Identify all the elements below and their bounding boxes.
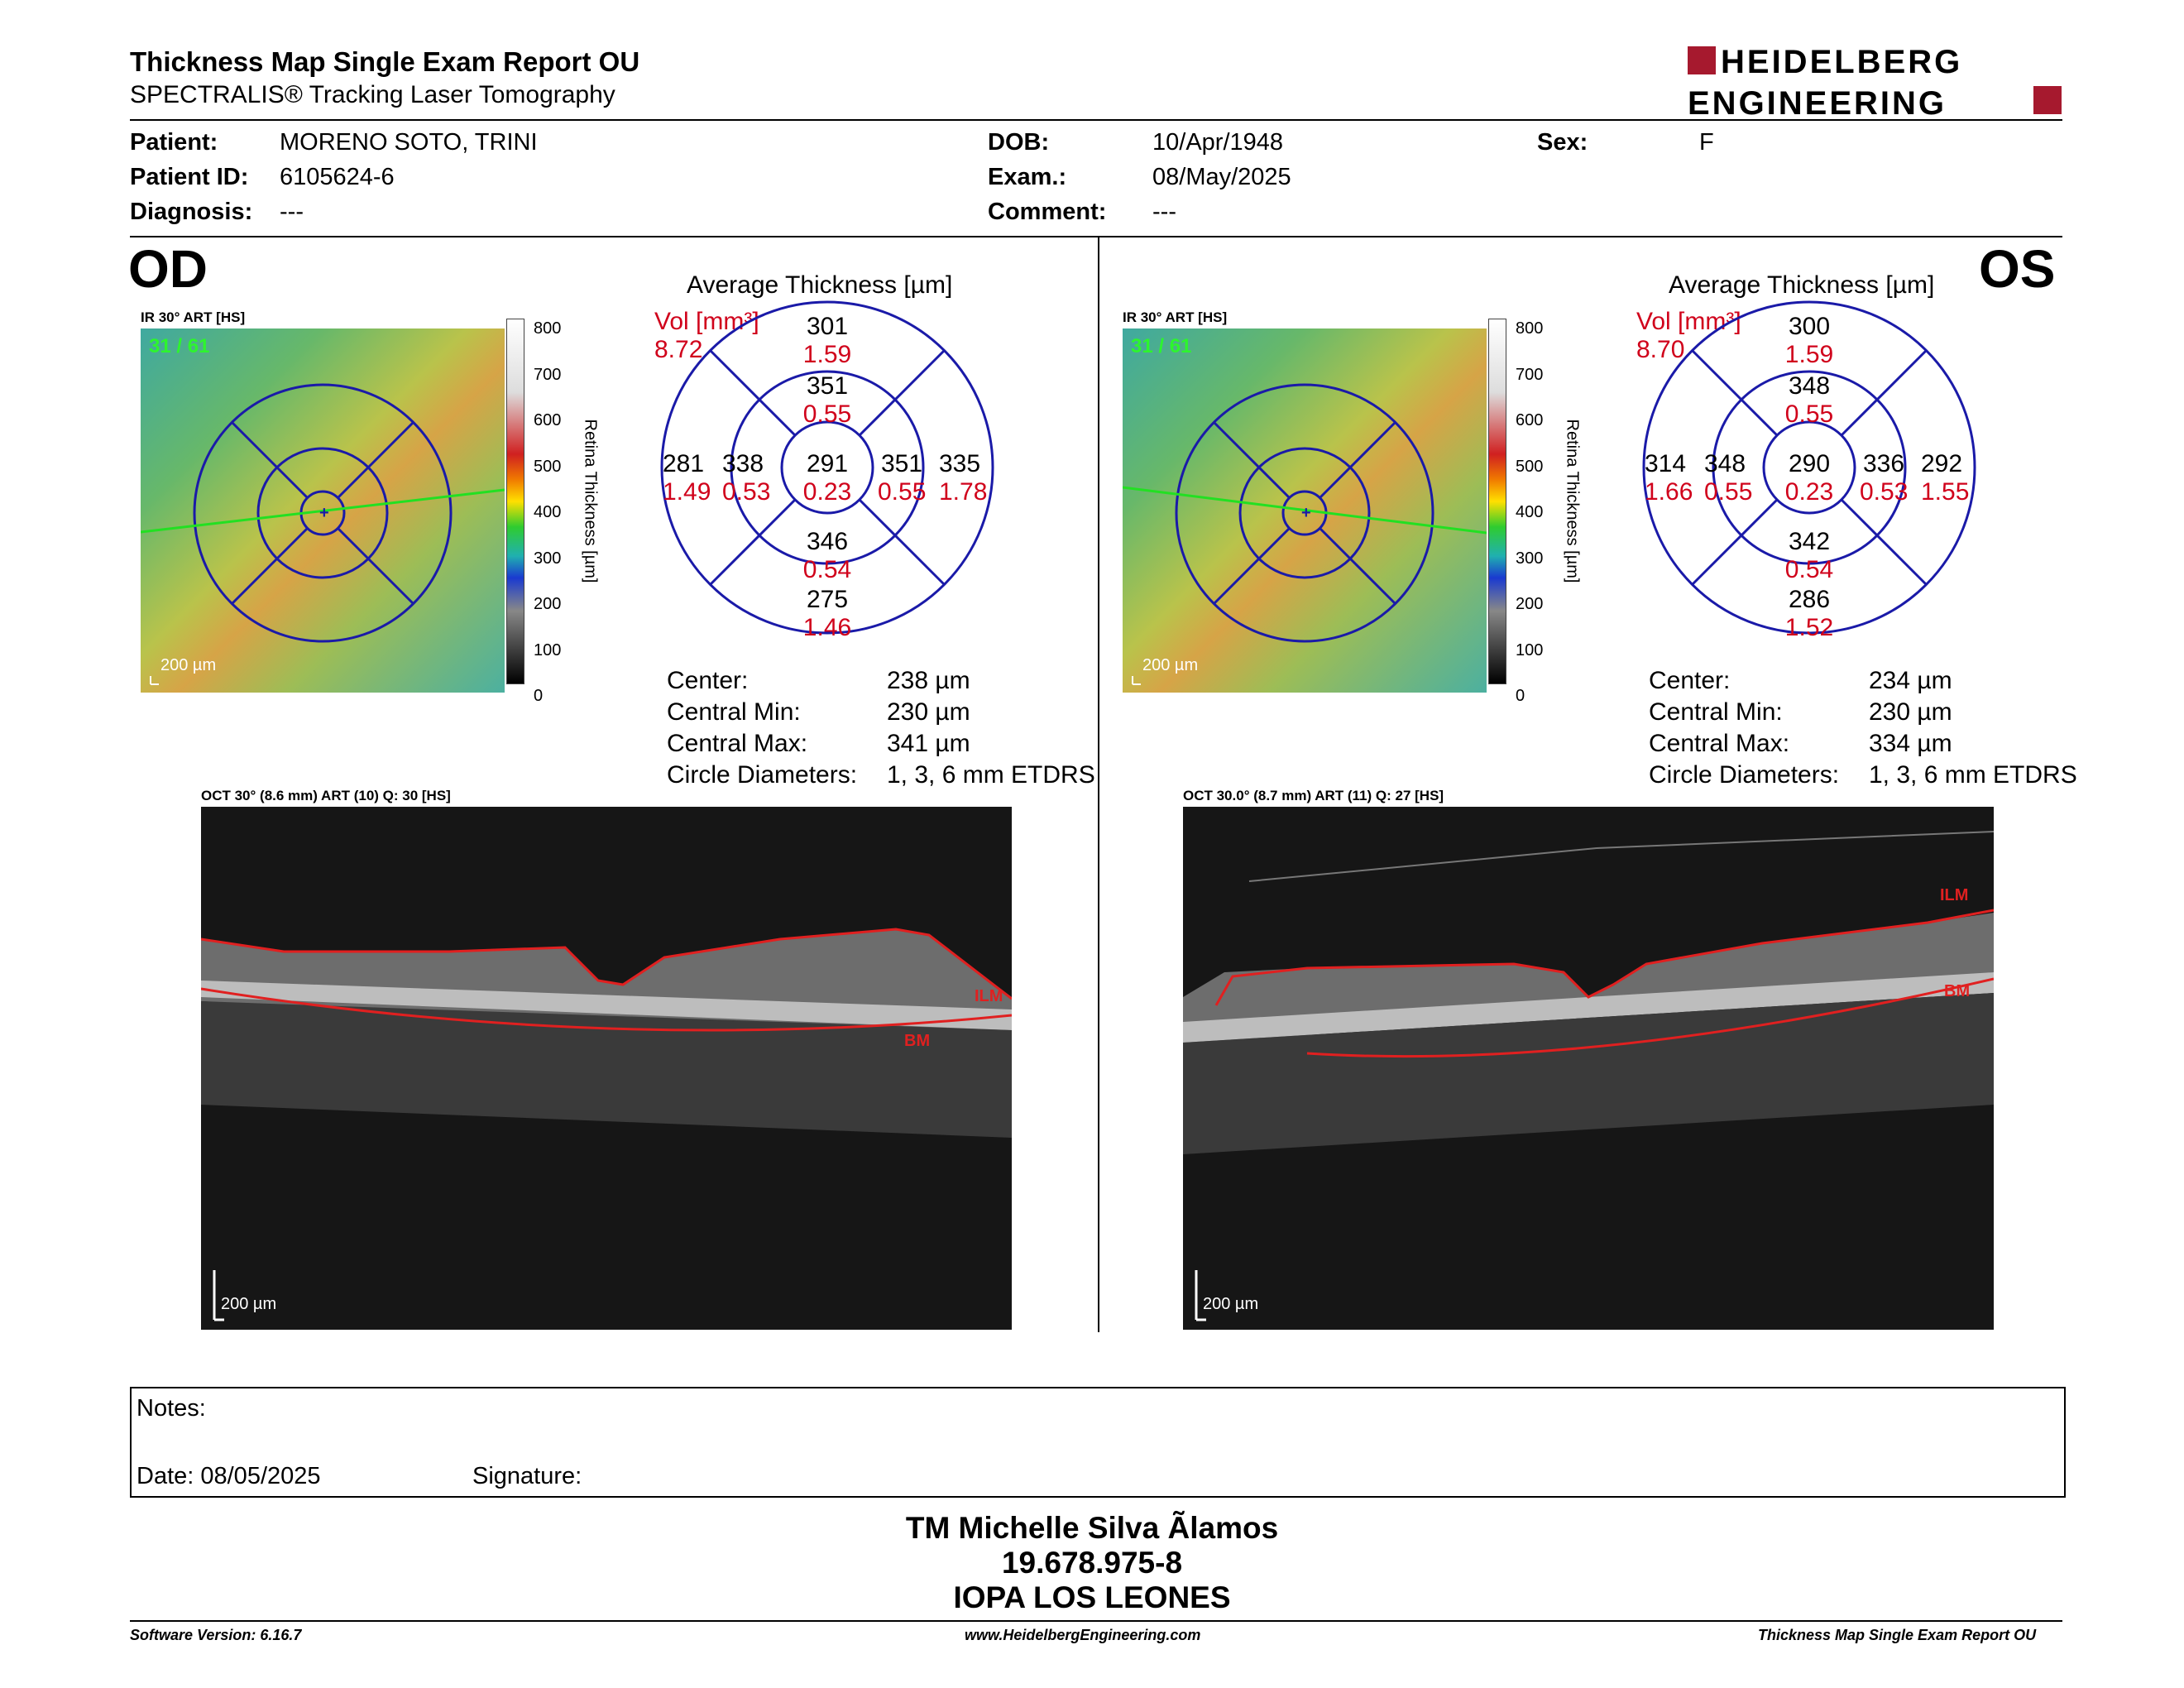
os-vol-value: 8.70: [1636, 336, 1685, 363]
logo-text-1: HEIDELBERG: [1721, 45, 1962, 80]
od-map-scale: 200 µm: [160, 656, 217, 674]
info-divider: [130, 236, 2062, 237]
software-version: Software Version: 6.16.7: [130, 1627, 302, 1643]
logo-square-top: [1688, 46, 1716, 74]
logo-text-2: ENGINEERING: [1688, 85, 1947, 119]
technician-id: 19.678.975-8: [1001, 1546, 1183, 1580]
os-oct-scan: ILM BM 200 µm: [1183, 807, 1994, 1330]
notes-label: Notes:: [136, 1395, 206, 1422]
od-thickness-map: 31 / 61 + 200 µm: [141, 328, 505, 693]
date-label: Date: 08/05/2025: [136, 1463, 321, 1489]
diagnosis-label: Diagnosis:: [130, 199, 253, 225]
patient-id-label: Patient ID:: [130, 164, 249, 190]
od-vol-label: Vol [mm³]: [654, 308, 759, 335]
technician-name: TM Michelle Silva Ãlamos: [905, 1511, 1279, 1545]
os-thickness-map: 31 / 61 + 200 µm: [1123, 328, 1487, 693]
od-frame-counter: 31 / 61: [149, 335, 210, 357]
os-etdrs-grid: [1642, 300, 1976, 635]
os-ilm-label: ILM: [1940, 886, 1969, 904]
comment-label: Comment:: [988, 199, 1107, 225]
os-scale-title: Retina Thickness [µm]: [1563, 419, 1582, 583]
os-stats-table: Center: 234 µm Central Min: 230 µm Central…: [1649, 667, 2077, 789]
os-scan-line: [1123, 486, 1487, 535]
footer-divider: [130, 1620, 2062, 1622]
od-eye-label: OD: [128, 239, 208, 299]
diagnosis-value: ---: [280, 199, 304, 225]
organization-name: IOPA LOS LEONES: [953, 1580, 1231, 1614]
patient-label: Patient:: [130, 129, 218, 156]
eye-divider: [1098, 237, 1099, 1332]
signature-label: Signature:: [472, 1463, 582, 1489]
od-ilm-label: ILM: [975, 987, 1003, 1005]
dob-value: 10/Apr/1948: [1152, 129, 1284, 156]
exam-label: Exam.:: [988, 164, 1067, 190]
os-bm-label: BM: [1944, 982, 1971, 1000]
sex-label: Sex:: [1537, 129, 1588, 156]
patient-id: 6105624-6: [280, 164, 395, 190]
od-vol-value: 8.72: [654, 336, 703, 363]
od-oct-label: OCT 30° (8.6 mm) ART (10) Q: 30 [HS]: [201, 788, 451, 803]
os-sector-values: 300 1.59 348 0.55 314 1.66 348 0.55 290 …: [1645, 313, 1970, 641]
od-stats-table: Center: 238 µm Central Min: 230 µm Central…: [667, 667, 1095, 789]
heidelberg-logo: HEIDELBERG ENGINEERING: [1688, 44, 2068, 123]
svg-text:+: +: [1301, 504, 1311, 522]
sex-value: F: [1699, 129, 1714, 156]
od-sector-values: 301 1.59 351 0.55 281 1.49 338 0.53 291 …: [663, 313, 988, 641]
od-ir-label: IR 30° ART [HS]: [141, 309, 246, 325]
os-map-scale: 200 µm: [1142, 656, 1199, 674]
od-etdrs-grid: [660, 300, 994, 635]
os-oct-label: OCT 30.0° (8.7 mm) ART (11) Q: 27 [HS]: [1183, 788, 1444, 803]
os-ir-label: IR 30° ART [HS]: [1123, 309, 1228, 325]
os-avg-title: Average Thickness [µm]: [1669, 271, 1935, 299]
od-oct-scan: ILM BM 200 µm: [201, 807, 1012, 1330]
od-bm-label: BM: [904, 1032, 931, 1050]
od-oct-scale: 200 µm: [221, 1295, 277, 1313]
website-link[interactable]: www.HeidelbergEngineering.com: [965, 1627, 1201, 1643]
od-color-scale: [506, 319, 524, 684]
os-color-scale: [1488, 319, 1506, 684]
os-frame-counter: 31 / 61: [1131, 335, 1192, 357]
os-eye-label: OS: [1979, 239, 2056, 299]
report-title: Thickness Map Single Exam Report OU: [130, 46, 640, 77]
od-scan-line: [141, 488, 505, 534]
patient-name: MORENO SOTO, TRINI: [280, 129, 538, 156]
dob-label: DOB:: [988, 129, 1050, 156]
footer-report-name: Thickness Map Single Exam Report OU: [1758, 1627, 2037, 1643]
logo-square-bottom: [2033, 86, 2062, 114]
report-subtitle: SPECTRALIS® Tracking Laser Tomography: [130, 81, 615, 108]
comment-value: ---: [1152, 199, 1176, 225]
exam-value: 08/May/2025: [1152, 164, 1291, 190]
od-avg-title: Average Thickness [µm]: [687, 271, 953, 299]
notes-box[interactable]: Notes: Date: 08/05/2025 Signature:: [130, 1387, 2066, 1498]
os-scale-ticks: 800 700 600 500 400 300 200 100 0: [1516, 319, 1544, 705]
os-vol-label: Vol [mm³]: [1636, 308, 1741, 335]
os-oct-scale: 200 µm: [1203, 1295, 1259, 1313]
svg-text:+: +: [319, 504, 329, 522]
od-scale-title: Retina Thickness [µm]: [581, 419, 600, 583]
od-scale-ticks: 800 700 600 500 400 300 200 100 0: [534, 319, 562, 705]
header-divider: [130, 119, 2062, 121]
